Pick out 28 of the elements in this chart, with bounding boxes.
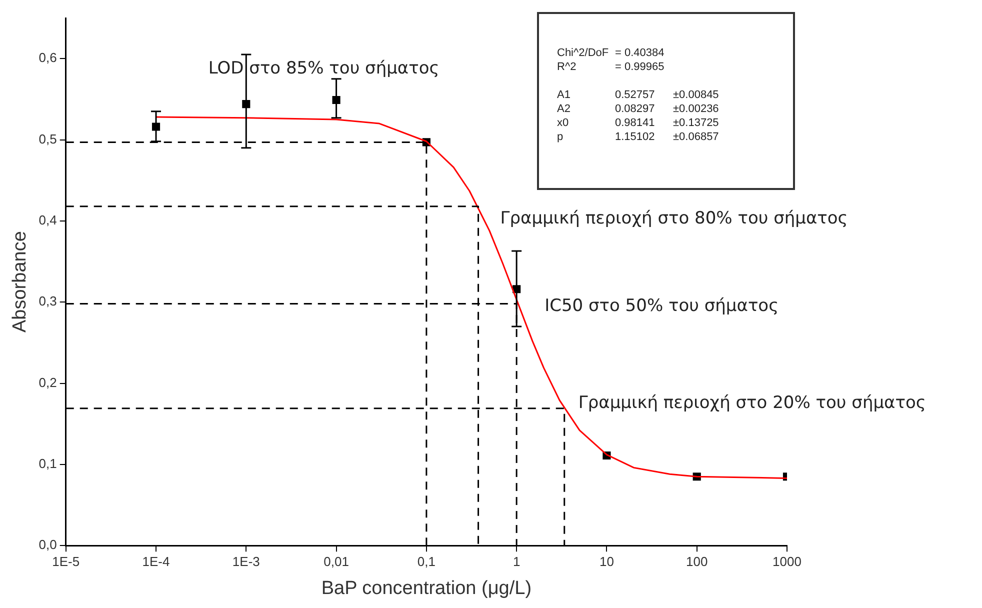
annotation: R^2 = 0.99965 [557, 60, 666, 74]
x-tick-label: 100 [686, 554, 708, 569]
x-tick-label: 1E-5 [52, 554, 80, 569]
annotation: A2 0.08297 ±0.00236 [557, 102, 720, 116]
annotation: x0 0.98141 ±0.13725 [557, 116, 720, 130]
x-tick-label: 10 [599, 554, 614, 569]
y-tick-label: 0,5 [38, 131, 57, 146]
x-tick-label: 1E-3 [232, 554, 260, 569]
y-tick-label: 0,4 [38, 212, 57, 228]
x-tick-label: 0,1 [417, 554, 436, 569]
annotation: Chi^2/DoF = 0.40384 [557, 46, 666, 60]
annotation: LOD στο 85% του σήματος [208, 58, 440, 79]
x-axis-title: BaP concentration (μg/L) [321, 578, 532, 599]
x-tick-label: 1 [512, 554, 520, 569]
y-tick-label: 0,3 [38, 294, 57, 309]
y-tick-label: 0,2 [38, 374, 57, 390]
annotation: p 1.15102 ±0.06857 [557, 130, 720, 144]
y-tick-label: 0,6 [38, 50, 57, 66]
y-tick-label: 0,0 [38, 537, 57, 552]
annotation: Γραμμική περιοχή στο 20% του σήματος [578, 392, 926, 413]
x-tick-label: 0,01 [324, 554, 349, 569]
y-tick-label: 0,1 [38, 456, 57, 472]
y-axis-title: Absorbance [10, 231, 31, 333]
annotation: A1 0.52757 ±0.00845 [557, 88, 720, 102]
x-tick-label: 1000 [772, 554, 802, 569]
annotation: IC50 στο 50% του σήματος [544, 296, 779, 316]
x-tick-label: 1E-4 [142, 554, 170, 569]
annotation: Γραμμική περιοχή στο 80% του σήματος [500, 208, 848, 229]
